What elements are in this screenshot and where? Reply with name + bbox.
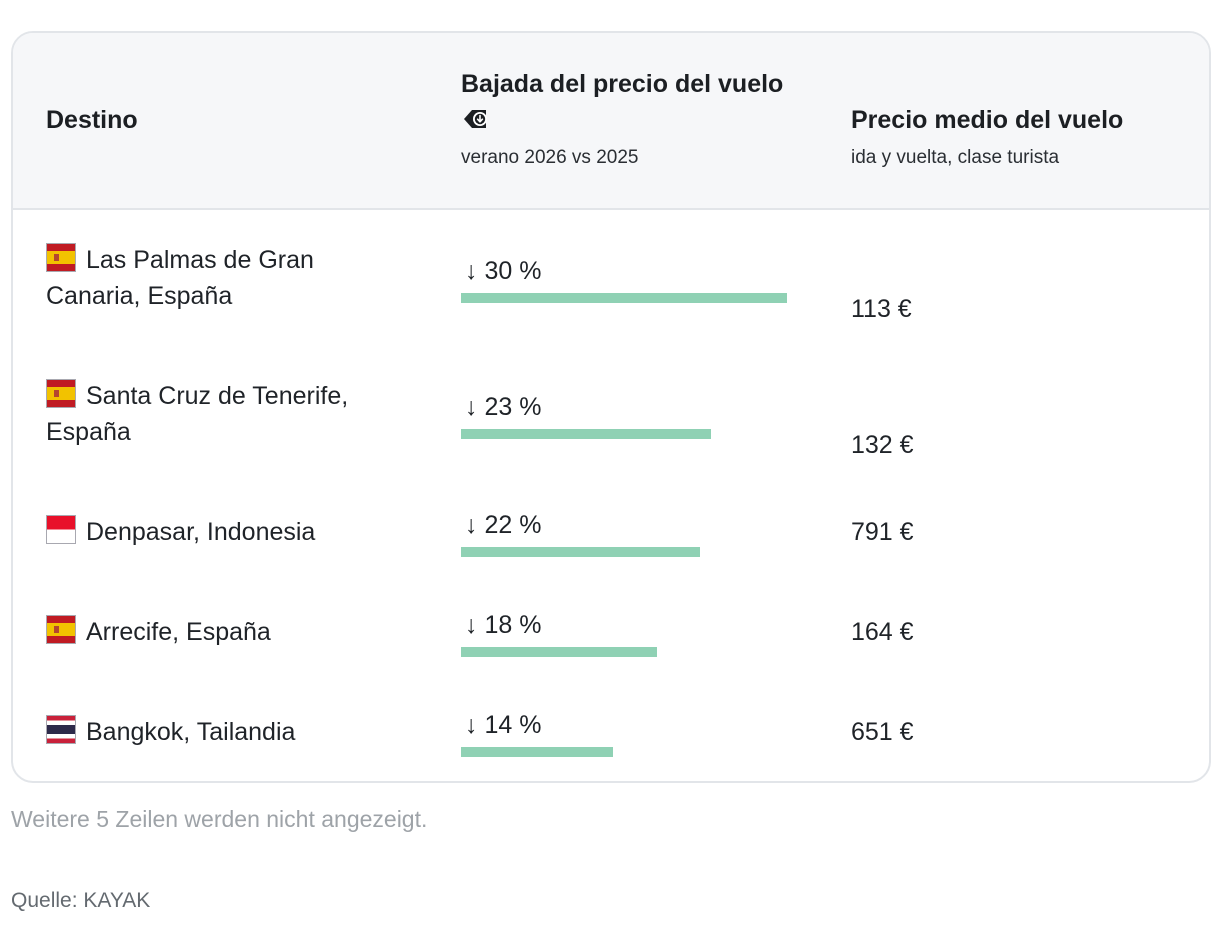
- destination-name: Las Palmas de Gran Canaria, España: [46, 246, 314, 310]
- average-price: 791 €: [851, 518, 914, 546]
- destination-cell: Bangkok, Tailandia: [46, 714, 406, 750]
- flight-price-table: Destino Bajada del precio del vuelo vera…: [11, 31, 1211, 783]
- destination-name: Bangkok, Tailandia: [86, 718, 296, 746]
- price-drop-label: ↓ 18 %: [465, 611, 542, 639]
- destination-cell: Denpasar, Indonesia: [46, 514, 406, 550]
- price-drop-label: ↓ 30 %: [465, 257, 542, 285]
- price-drop-label: ↓ 14 %: [465, 711, 542, 739]
- table-header: Destino Bajada del precio del vuelo vera…: [13, 33, 1209, 210]
- destination-cell: Las Palmas de Gran Canaria, España: [46, 242, 406, 314]
- thailand-flag-icon: [46, 715, 76, 744]
- header-price-drop-subtitle: verano 2026 vs 2025: [461, 147, 639, 168]
- destination-cell: Santa Cruz de Tenerife, España: [46, 378, 406, 450]
- price-drop-label: ↓ 23 %: [465, 393, 542, 421]
- header-price-drop-label: Bajada del precio del vuelo: [461, 70, 784, 98]
- destination-name: Santa Cruz de Tenerife, España: [46, 382, 349, 446]
- price-drop-bar: [461, 429, 711, 439]
- header-price-drop: Bajada del precio del vuelo: [461, 66, 791, 142]
- header-average-price: Precio medio del vuelo: [851, 106, 1124, 134]
- price-drop-label: ↓ 22 %: [465, 511, 542, 539]
- average-price: 651 €: [851, 718, 914, 746]
- price-drop-bar: [461, 547, 700, 557]
- average-price: 113 €: [851, 295, 912, 323]
- average-price: 132 €: [851, 431, 914, 459]
- spain-flag-icon: [46, 615, 76, 644]
- average-price: 164 €: [851, 618, 914, 646]
- destination-cell: Arrecife, España: [46, 614, 406, 650]
- spain-flag-icon: [46, 243, 76, 272]
- destination-name: Arrecife, España: [86, 618, 271, 646]
- header-average-price-subtitle: ida y vuelta, clase turista: [851, 147, 1060, 168]
- spain-flag-icon: [46, 379, 76, 408]
- source-credit: Quelle: KAYAK: [11, 889, 151, 912]
- hidden-rows-note: Weitere 5 Zeilen werden nicht angezeigt.: [11, 806, 428, 832]
- price-tag-down-icon: [463, 106, 491, 142]
- price-drop-bar: [461, 747, 613, 757]
- price-drop-bar: [461, 647, 657, 657]
- price-drop-bar: [461, 293, 787, 303]
- indonesia-flag-icon: [46, 515, 76, 544]
- header-destination: Destino: [46, 106, 138, 134]
- destination-name: Denpasar, Indonesia: [86, 518, 316, 546]
